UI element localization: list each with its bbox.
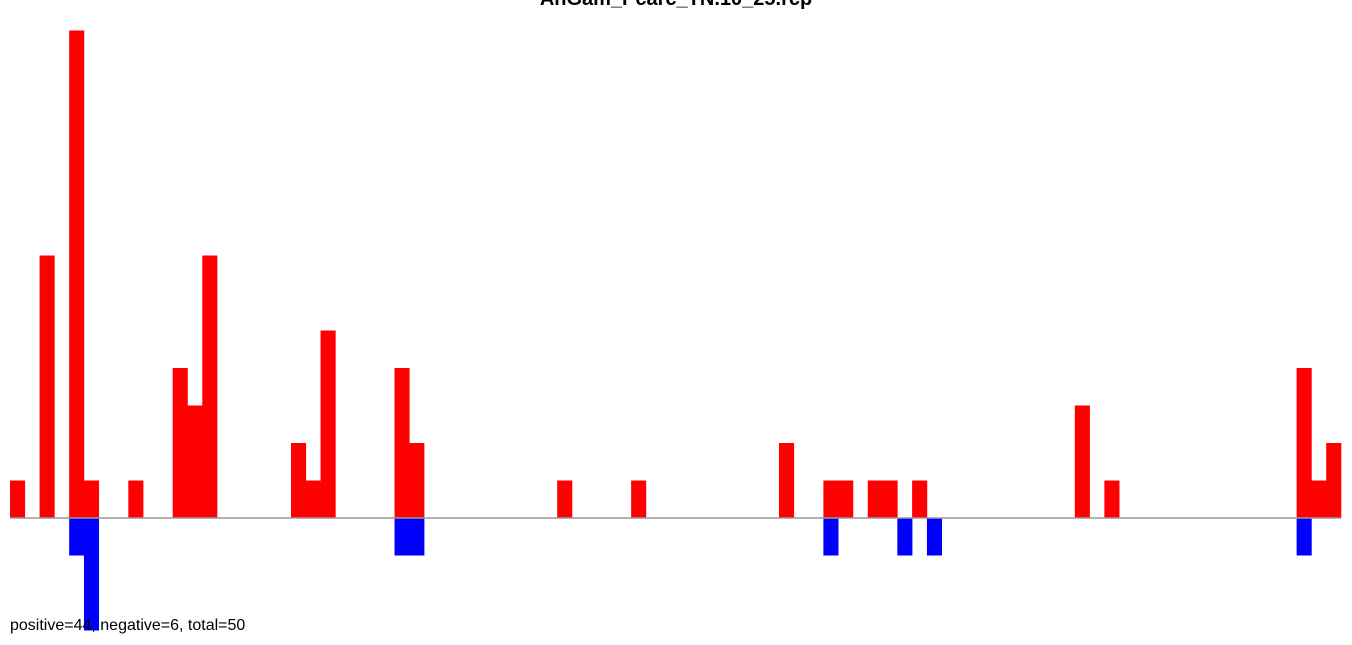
- positive-bar: [823, 480, 839, 518]
- positive-bar: [394, 368, 410, 518]
- positive-bar: [557, 480, 573, 518]
- positive-bar: [128, 480, 144, 518]
- negative-bar: [1296, 518, 1312, 556]
- positive-bar: [409, 443, 425, 518]
- positive-bar: [1296, 368, 1312, 518]
- positive-bar: [1311, 480, 1327, 518]
- negative-bar: [926, 518, 942, 556]
- positive-bar: [867, 480, 883, 518]
- positive-bar: [69, 30, 85, 518]
- bars: [10, 30, 1342, 631]
- positive-bar: [320, 330, 336, 518]
- positive-bar: [912, 480, 928, 518]
- positive-bar: [1326, 443, 1342, 518]
- positive-bar: [882, 480, 898, 518]
- negative-bar: [409, 518, 425, 556]
- negative-bar: [897, 518, 913, 556]
- positive-bar: [1074, 405, 1090, 518]
- positive-bar: [290, 443, 307, 518]
- positive-bar: [305, 480, 321, 518]
- positive-bar: [838, 480, 854, 518]
- positive-bar: [779, 443, 795, 518]
- chart-title: AnGam_Pcarc_TN.10_25.rcp: [540, 0, 812, 10]
- negative-bar: [823, 518, 839, 556]
- negative-bar: [83, 518, 100, 631]
- positive-bar: [39, 255, 55, 518]
- positive-bar: [202, 255, 218, 518]
- positive-bar: [1104, 480, 1120, 518]
- positive-bar: [187, 405, 203, 518]
- positive-bar: [10, 480, 26, 518]
- positive-bar: [172, 368, 188, 518]
- negative-bar: [394, 518, 410, 556]
- negative-bar: [69, 518, 85, 556]
- summary-text: positive=44, negative=6, total=50: [10, 617, 245, 634]
- positive-bar: [631, 480, 647, 518]
- positive-bar: [83, 480, 100, 518]
